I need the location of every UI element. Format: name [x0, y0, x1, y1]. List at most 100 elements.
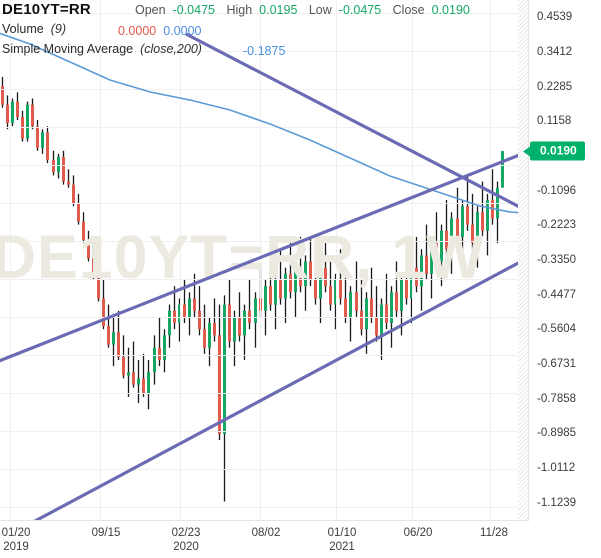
current-price-badge[interactable]: 0.0190 — [523, 141, 585, 161]
candle-body-down — [324, 267, 327, 287]
candle-body-down — [471, 224, 474, 244]
volume-value-2: 0.0000 — [163, 24, 202, 38]
candlestick — [92, 243, 95, 280]
candlestick — [329, 255, 332, 311]
candle-body-up — [284, 273, 287, 299]
trendline-channel-upper[interactable] — [0, 148, 518, 363]
candlestick — [445, 200, 448, 256]
candlestick — [390, 286, 393, 348]
candlestick — [198, 286, 201, 336]
gridline-v — [412, 0, 413, 520]
candlestick — [188, 292, 191, 336]
candlestick — [410, 261, 413, 324]
candle-body-up — [243, 310, 246, 336]
candle-body-down — [72, 184, 75, 204]
sma-param: (close,200) — [140, 42, 202, 56]
candlestick — [238, 292, 241, 342]
price-axis-tick: -0.8985 — [537, 427, 577, 440]
trendline-channel-lower[interactable] — [22, 253, 518, 520]
candle-body-down — [142, 378, 145, 394]
candlestick — [309, 236, 312, 287]
time-axis-tick: 01/10 2021 — [328, 526, 357, 554]
candlestick — [153, 335, 156, 385]
low-value: -0.0475 — [338, 3, 382, 17]
tick-date: 01/20 — [1, 527, 31, 539]
open-label: Open — [135, 3, 166, 17]
candle-body-down — [117, 332, 120, 357]
gridline-v — [260, 0, 261, 520]
sma-value: -0.1875 — [243, 44, 286, 58]
candlestick — [158, 316, 161, 367]
gridline-h — [0, 13, 518, 14]
candlestick — [62, 150, 65, 185]
candlestick — [395, 261, 398, 317]
sma-label: Simple Moving Average — [2, 42, 134, 56]
candle-body-up — [430, 243, 433, 274]
candlestick — [279, 249, 282, 305]
candle-body-down — [375, 316, 378, 336]
chart-symbol-title[interactable]: DE10YT=RR — [2, 1, 91, 18]
candlestick — [486, 193, 489, 256]
axis-divider-vertical — [528, 0, 529, 520]
price-axis-tick: -0.1096 — [537, 184, 577, 197]
gridline-v — [10, 0, 11, 520]
candle-body-down — [445, 230, 448, 250]
open-value: -0.0475 — [172, 3, 215, 17]
legend-sma-row[interactable]: Simple Moving Average (close,200) — [2, 42, 202, 56]
price-series — [1, 76, 504, 502]
gridline-h — [0, 393, 518, 394]
candle-body-up — [208, 323, 211, 348]
candlestick — [334, 273, 337, 330]
trendlines-overlay[interactable] — [0, 0, 518, 520]
candle-body-down — [269, 286, 272, 305]
candlestick — [16, 92, 19, 121]
legend-symbol-row[interactable]: DE10YT=RR — [2, 1, 91, 18]
gridline-h — [0, 317, 518, 318]
trendline-descending-resistance[interactable] — [185, 32, 518, 216]
price-axis-tick: -0.5604 — [537, 323, 577, 336]
candlestick — [314, 249, 317, 305]
gridline-v — [100, 0, 101, 520]
price-axis[interactable]: 0.4539 0.3412 0.2285 0.1158 0.0190 -0.1096 -0.… — [523, 0, 601, 520]
candlestick — [380, 298, 383, 360]
candlestick — [319, 261, 322, 324]
candlestick — [299, 236, 302, 293]
price-axis-tick: 0.1158 — [537, 115, 572, 128]
candle-body-down — [370, 298, 373, 317]
low-label: Low — [308, 3, 332, 17]
candle-body-down — [213, 323, 216, 336]
candlestick — [168, 304, 171, 348]
plot-area[interactable]: DE10YT=RR, 1W DE10YT=RR Open -0.0475 High… — [0, 0, 518, 520]
time-axis[interactable]: 01/20 2019 09/15 02/23 2020 08/02 01/10 2021 06/… — [0, 520, 529, 558]
candle-body-down — [62, 156, 65, 182]
candle-body-down — [425, 255, 428, 274]
candle-body-up — [41, 132, 44, 148]
sma-line-overlay — [0, 32, 518, 214]
candle-body-down — [248, 310, 251, 324]
time-axis-tick: 09/15 — [92, 526, 121, 540]
tick-date: 11/28 — [480, 527, 508, 539]
price-axis-tick: 0.2285 — [537, 80, 573, 93]
time-axis-tick: 01/20 2019 — [2, 526, 31, 554]
gridline-v — [490, 0, 491, 520]
candlestick — [31, 98, 34, 130]
candlestick — [67, 169, 70, 188]
candlestick — [46, 126, 49, 164]
tick-date: 08/02 — [251, 527, 281, 539]
gridline-h — [0, 127, 518, 128]
price-badge-pointer — [523, 146, 530, 157]
legend-volume-row[interactable]: Volume (9) — [2, 22, 66, 36]
candle-body-down — [289, 273, 292, 293]
gridline-h — [0, 431, 518, 432]
close-label: Close — [392, 3, 425, 17]
price-axis-tick: -0.7858 — [537, 392, 577, 405]
candlestick — [339, 249, 342, 305]
candlestick — [349, 286, 352, 342]
time-axis-tick: 02/23 2020 — [172, 526, 201, 554]
candlestick — [476, 206, 479, 268]
candle-body-up — [410, 267, 413, 299]
candlestick — [137, 359, 140, 404]
candle-body-down — [405, 279, 408, 299]
candle-body-up — [26, 104, 29, 139]
